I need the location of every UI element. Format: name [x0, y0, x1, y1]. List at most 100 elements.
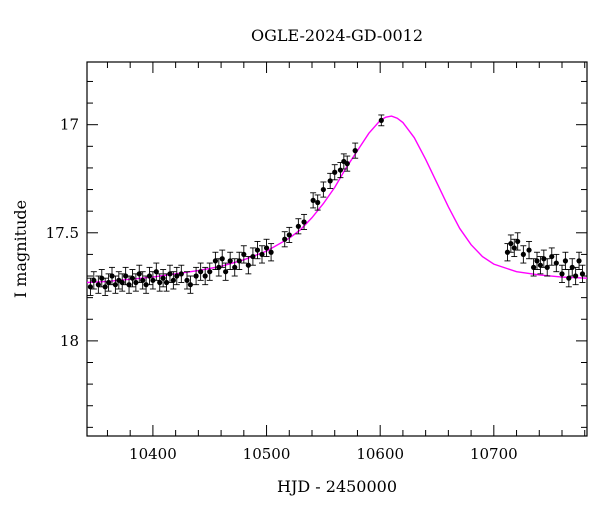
- data-point: [548, 247, 555, 266]
- x-axis-label: HJD - 2450000: [277, 477, 397, 496]
- data-point: [112, 275, 119, 294]
- data-point-marker: [315, 199, 321, 206]
- plot-area: [86, 61, 588, 437]
- data-point: [139, 271, 146, 290]
- data-point: [122, 266, 129, 286]
- data-point-marker: [569, 264, 575, 270]
- data-point-marker: [184, 277, 190, 283]
- data-point: [526, 240, 533, 260]
- data-point-marker: [579, 271, 586, 277]
- data-point-marker: [526, 247, 532, 253]
- data-point-marker: [167, 271, 173, 277]
- data-point: [320, 181, 327, 198]
- data-point-marker: [352, 148, 358, 154]
- data-point-marker: [123, 273, 129, 279]
- data-point-marker: [212, 258, 219, 264]
- data-point-marker: [332, 169, 338, 175]
- data-point-marker: [537, 262, 544, 268]
- data-point: [572, 266, 579, 286]
- data-point: [90, 271, 97, 290]
- data-point: [109, 266, 115, 286]
- data-point: [295, 218, 302, 235]
- data-point-marker: [504, 249, 511, 255]
- data-point-marker: [286, 232, 292, 238]
- data-point-marker: [187, 282, 194, 288]
- data-point-marker: [511, 245, 517, 251]
- data-point: [249, 247, 256, 266]
- data-point-marker: [534, 258, 540, 264]
- y-tick-labels: 17 17.5 18: [46, 116, 79, 350]
- data-point: [263, 238, 270, 258]
- data-point: [378, 114, 385, 127]
- axis-ticks: [87, 62, 587, 436]
- data-point: [352, 142, 359, 159]
- data-point-marker: [198, 269, 204, 275]
- data-point: [331, 164, 338, 181]
- data-point: [576, 251, 583, 270]
- x-tick-label: 10400: [129, 445, 177, 463]
- data-point: [184, 271, 190, 290]
- data-point-marker: [227, 258, 233, 264]
- data-point: [160, 269, 167, 288]
- data-point: [153, 262, 160, 281]
- data-point-marker: [140, 277, 146, 283]
- data-point-marker: [576, 258, 582, 264]
- data-point-marker: [95, 282, 101, 288]
- data-point-marker: [530, 264, 537, 270]
- data-point-marker: [254, 247, 261, 253]
- data-point-marker: [207, 269, 213, 275]
- data-point-marker: [344, 161, 350, 167]
- model-curve: [86, 115, 588, 284]
- data-point-marker: [193, 273, 199, 279]
- data-point: [507, 234, 514, 253]
- data-point-marker: [541, 256, 547, 262]
- data-point-marker: [282, 236, 288, 242]
- data-point: [156, 273, 163, 292]
- data-point-marker: [250, 253, 256, 260]
- data-point: [231, 258, 238, 277]
- y-tick-label: 17: [60, 116, 79, 134]
- data-point: [206, 262, 213, 281]
- data-point: [534, 251, 540, 270]
- data-point-marker: [515, 238, 521, 245]
- data-point: [219, 249, 226, 268]
- data-point: [569, 258, 576, 277]
- x-tick-label: 10600: [356, 445, 404, 463]
- x-tick-labels: 10400 10500 10600 10700: [129, 445, 518, 463]
- data-point-marker: [301, 219, 307, 225]
- data-point-marker: [520, 251, 526, 258]
- data-point-marker: [160, 275, 166, 281]
- data-point-marker: [102, 284, 108, 290]
- data-point-marker: [112, 282, 119, 288]
- data-point: [281, 231, 288, 248]
- data-point-marker: [327, 178, 333, 184]
- data-point: [520, 245, 527, 264]
- plot-frame: [86, 61, 588, 437]
- data-point: [102, 277, 109, 296]
- data-point: [170, 271, 177, 290]
- data-point-marker: [178, 271, 184, 277]
- data-point-marker: [87, 284, 94, 290]
- data-point: [215, 258, 222, 277]
- data-point-marker: [268, 249, 274, 255]
- chart-title: OGLE-2024-GD-0012: [251, 26, 423, 45]
- data-point-marker: [337, 167, 344, 173]
- data-point: [259, 245, 265, 264]
- data-point-marker: [223, 269, 229, 275]
- data-point: [163, 273, 170, 292]
- data-point-marker: [232, 264, 238, 270]
- data-point: [202, 266, 209, 286]
- data-point: [565, 269, 572, 288]
- data-point: [514, 232, 521, 251]
- data-point-marker: [549, 253, 555, 260]
- data-point-marker: [129, 275, 136, 281]
- data-point-marker: [259, 251, 265, 258]
- data-point-marker: [99, 275, 105, 281]
- data-point: [268, 243, 275, 262]
- data-point-marker: [573, 273, 579, 279]
- data-point-marker: [146, 273, 153, 279]
- data-point: [544, 258, 551, 277]
- data-point: [286, 226, 293, 243]
- data-point: [310, 192, 317, 209]
- data-point: [240, 245, 247, 264]
